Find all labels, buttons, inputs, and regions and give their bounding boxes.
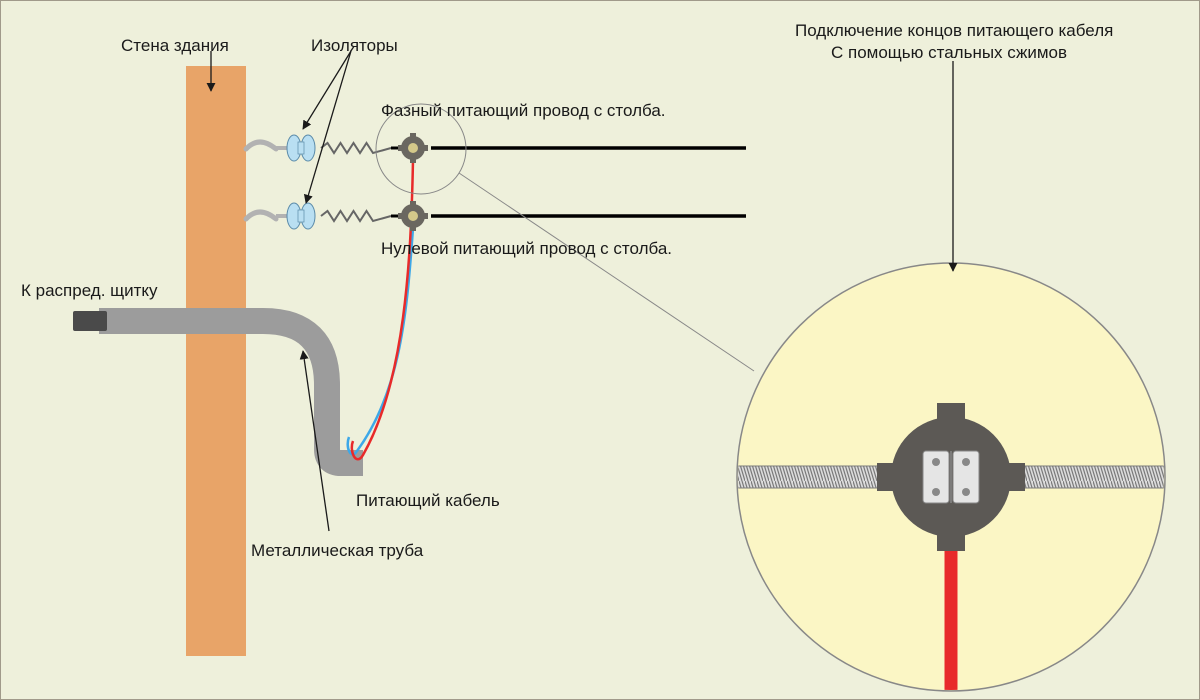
label-phase-wire: Фазный питающий провод с столба. — [381, 101, 666, 121]
label-pipe: Металлическая труба — [251, 541, 423, 561]
label-neutral-wire: Нулевой питающий провод с столба. — [381, 239, 672, 259]
diagram-canvas: Стена здания Изоляторы Фазный питающий п… — [0, 0, 1200, 700]
label-detail-2: С помощью стальных сжимов — [831, 43, 1067, 63]
label-cable: Питающий кабель — [356, 491, 500, 511]
label-detail-1: Подключение концов питающего кабеля — [795, 21, 1113, 41]
label-wall: Стена здания — [121, 36, 229, 56]
label-insulators: Изоляторы — [311, 36, 398, 56]
label-panel: К распред. щитку — [21, 281, 158, 301]
